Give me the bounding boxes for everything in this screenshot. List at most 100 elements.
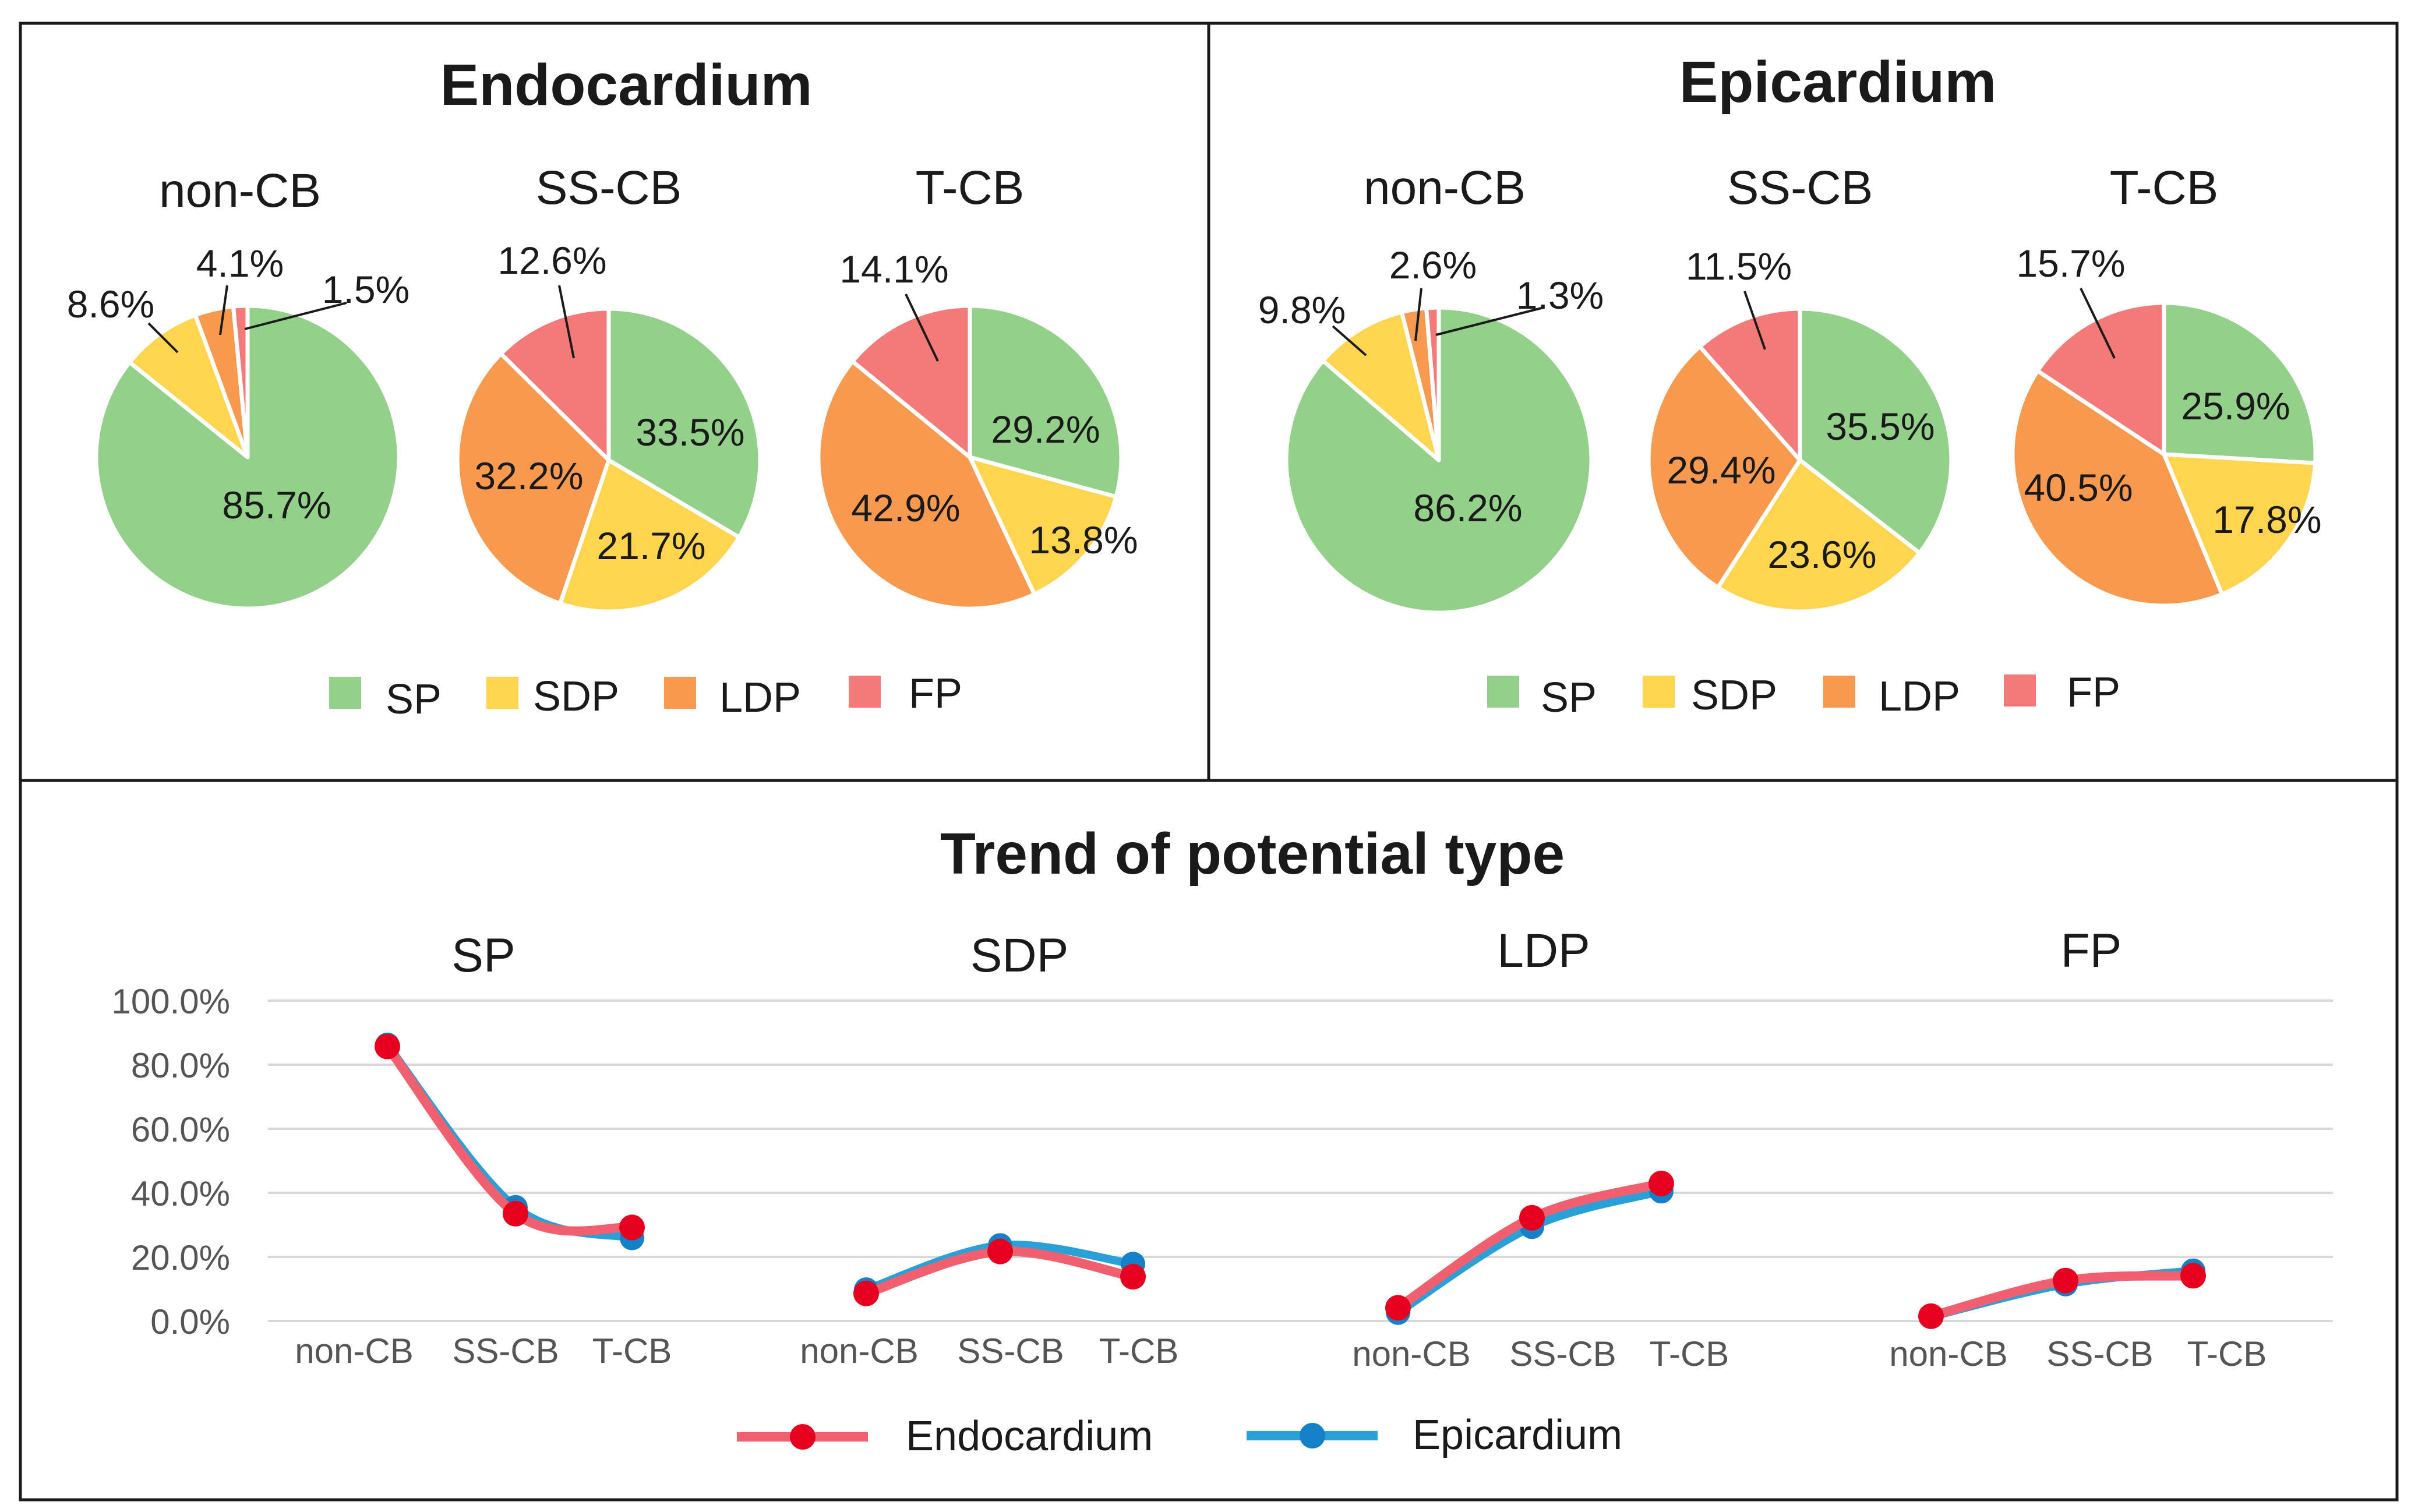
legend-marker-endocardium	[790, 1424, 816, 1450]
legend-label-endocardium: Endocardium	[906, 1413, 1153, 1460]
endocardium-ss-cb-ldp-slice	[455, 351, 611, 606]
endocardium-ss-cb-sdp-slice	[558, 458, 742, 614]
epicardium-ss-cb-fp-slice	[1697, 306, 1802, 462]
pie-charts	[94, 301, 2318, 615]
legend-label-sp: SP	[1541, 674, 1597, 721]
x-label-sdp-sscb: SS-CB	[957, 1331, 1064, 1370]
endo-pie-sscb-title: SS-CB	[536, 161, 682, 214]
epicardium-t-cb-ldp-slice	[2010, 369, 2225, 608]
epi-noncb-ldp-label: 2.6%	[1389, 243, 1477, 287]
endo-noncb-ldp-leader	[219, 285, 228, 335]
epi-noncb-sdp-leader	[1332, 325, 1367, 356]
legend-label-epicardium: Epicardium	[1413, 1412, 1622, 1458]
endocardium-legend: SP SDP LDP FP	[329, 670, 962, 723]
legend-label-fp: FP	[2067, 669, 2120, 716]
x-label-fp-sscb: SS-CB	[2046, 1334, 2153, 1373]
legend-label-ldp: LDP	[1879, 673, 1960, 720]
endo-sscb-fp-leader	[558, 285, 575, 359]
epicardium-ss-cb-sp-slice	[1798, 306, 1954, 555]
endo-sscb-sp-label: 33.5%	[636, 411, 744, 454]
sp-endocardium-point-1	[503, 1200, 528, 1227]
epi-sscb-sdp-label: 23.6%	[1767, 533, 1876, 576]
endo-sscb-fp-label: 12.6%	[497, 239, 606, 282]
y-tick-60: 60.0%	[131, 1110, 230, 1149]
x-label-sp-noncb: non-CB	[295, 1331, 413, 1370]
endocardium-non-cb-fp-slice	[231, 303, 250, 460]
epicardium-panel-title: Epicardium	[1679, 50, 1997, 115]
epi-tcb-fp-label: 15.7%	[2016, 242, 2125, 285]
epi-tcb-sdp-label: 17.8%	[2212, 498, 2321, 541]
endocardium-panel-title: Endocardium	[440, 52, 813, 118]
y-tick-0: 0.0%	[150, 1302, 230, 1341]
epicardium-t-cb-sp-slice	[2162, 301, 2318, 465]
x-label-fp-tcb: T-CB	[2187, 1334, 2267, 1373]
epicardium-legend: SP SDP LDP FP	[1487, 669, 2120, 721]
x-label-ldp-tcb: T-CB	[1650, 1334, 1729, 1373]
legend-swatch-ldp	[1823, 676, 1855, 708]
legend-swatch-sp	[329, 677, 361, 709]
endocardium-t-cb-fp-slice	[850, 303, 972, 460]
legend-label-sdp: SDP	[1691, 672, 1777, 719]
panel-frame-trend	[19, 779, 2399, 1502]
fp-endocardium-point-0	[1918, 1303, 1944, 1329]
y-tick-20: 20.0%	[131, 1238, 230, 1277]
endo-sscb-ldp-label: 32.2%	[474, 454, 583, 497]
endo-sscb-sdp-label: 21.7%	[596, 524, 705, 567]
endo-tcb-ldp-label: 42.9%	[851, 486, 960, 529]
epi-pie-tcb-title: T-CB	[2110, 161, 2219, 214]
epi-sscb-fp-leader	[1743, 291, 1766, 350]
legend-swatch-fp	[2004, 674, 2036, 706]
endo-noncb-ldp-label: 4.1%	[196, 242, 284, 285]
endo-tcb-sdp-label: 13.8%	[1029, 518, 1138, 561]
epi-tcb-sp-label: 25.9%	[2181, 384, 2290, 428]
trend-group-sdp-title: SDP	[970, 929, 1069, 982]
endocardium-t-cb-sp-slice	[968, 303, 1124, 499]
endo-pie-tcb-title: T-CB	[916, 161, 1025, 214]
epi-tcb-fp-leader	[2080, 288, 2116, 359]
endo-pie-noncb-title: non-CB	[159, 164, 321, 217]
epi-sscb-sp-label: 35.5%	[1826, 405, 1935, 448]
epicardium-t-cb-sdp-slice	[2162, 452, 2318, 596]
endocardium-ss-cb-sp-slice	[606, 306, 763, 539]
y-tick-80: 80.0%	[131, 1046, 230, 1085]
endo-noncb-sp-label: 85.7%	[222, 483, 331, 527]
endo-noncb-fp-label: 1.5%	[322, 268, 410, 311]
fp-endocardium-point-2	[2180, 1263, 2206, 1289]
endocardium-t-cb-ldp-slice	[816, 359, 1037, 611]
epi-sscb-fp-label: 11.5%	[1686, 245, 1792, 288]
legend-label-sp: SP	[386, 676, 442, 723]
legend-swatch-ldp	[664, 677, 696, 709]
epicardium-ss-cb-ldp-slice	[1646, 344, 1802, 590]
trend-lines	[375, 1032, 2206, 1329]
x-label-sp-sscb: SS-CB	[452, 1331, 559, 1370]
trend-legend: Endocardium Epicardium	[737, 1412, 1622, 1460]
endo-noncb-sdp-leader	[147, 322, 179, 354]
endo-tcb-fp-leader	[905, 294, 939, 362]
ldp-endocardium-point-2	[1648, 1171, 1674, 1196]
epicardium-ss-cb-sdp-slice	[1715, 458, 1922, 614]
endo-noncb-fp-leader	[244, 302, 347, 330]
y-tick-100: 100.0%	[112, 982, 231, 1021]
fp-endocardium-point-1	[2053, 1267, 2078, 1294]
sdp-endocardium-point-0	[853, 1280, 879, 1306]
epi-noncb-ldp-leader	[1414, 288, 1422, 341]
x-label-sdp-noncb: non-CB	[800, 1331, 918, 1370]
legend-swatch-fp	[849, 676, 881, 708]
x-label-fp-noncb: non-CB	[1889, 1334, 2007, 1373]
legend-swatch-sp	[1487, 676, 1519, 708]
legend-swatch-sdp	[1643, 676, 1675, 708]
endo-tcb-sp-label: 29.2%	[991, 408, 1100, 451]
endo-tcb-fp-label: 14.1%	[839, 248, 948, 291]
endo-noncb-sdp-label: 8.6%	[67, 282, 154, 326]
epicardium-non-cb-fp-slice	[1424, 305, 1441, 462]
epi-noncb-sp-label: 86.2%	[1413, 486, 1522, 529]
x-label-sdp-tcb: T-CB	[1099, 1331, 1179, 1370]
trend-group-fp-title: FP	[2061, 924, 2122, 977]
ldp-endocardium-point-1	[1519, 1204, 1545, 1231]
sp-endocardium-point-0	[375, 1033, 400, 1059]
legend-swatch-sdp	[486, 677, 518, 709]
trend-gridlines	[268, 999, 2333, 1322]
x-label-ldp-sscb: SS-CB	[1509, 1334, 1616, 1373]
x-label-ldp-noncb: non-CB	[1352, 1334, 1470, 1373]
